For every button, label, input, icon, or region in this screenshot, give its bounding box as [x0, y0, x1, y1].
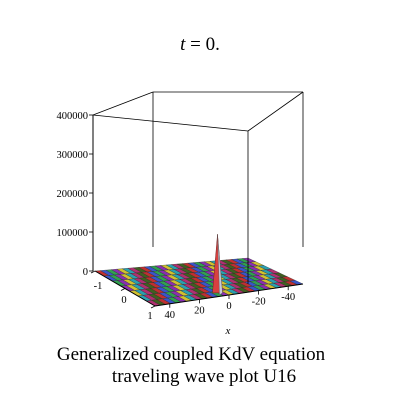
- z-tick-label: 100000: [57, 228, 89, 239]
- caption-line-1: Generalized coupled KdV equation: [56, 344, 326, 365]
- frame-edge: [247, 91, 304, 132]
- z-tick-label: 300000: [57, 150, 89, 161]
- axes: [89, 114, 304, 309]
- y-tick-label: 1: [147, 311, 152, 322]
- tick-labels: 400000 300000 200000 100000 0 -1 0 1 40 20 0 -20 -40: [57, 111, 296, 322]
- bounding-box-front: [92, 114, 249, 284]
- title-variable: t: [180, 34, 186, 55]
- chart-title: t = 0.: [0, 34, 400, 56]
- x-tick-label: 0: [226, 301, 231, 312]
- caption-line-2: traveling wave plot U16: [111, 366, 297, 387]
- y-tick-label: 0: [121, 295, 126, 306]
- bounding-box-back: [92, 91, 304, 247]
- y-tick-mark: [150, 305, 156, 309]
- x-tick-label: 40: [165, 310, 176, 321]
- frame-edge: [92, 91, 154, 116]
- z-tick-label: 200000: [57, 189, 89, 200]
- y-tick-mark: [120, 288, 126, 291]
- y-tick-label: -1: [94, 281, 103, 292]
- y-tick-mark: [90, 270, 96, 274]
- frame-edge: [92, 114, 249, 132]
- x-axis-label: x: [225, 325, 231, 337]
- x-tick-label: -20: [252, 297, 266, 308]
- title-equation: = 0.: [185, 34, 220, 55]
- x-tick-label: 20: [194, 305, 205, 316]
- soliton-peak: [212, 234, 223, 296]
- peak-side: [217, 234, 223, 296]
- x-tick-label: -40: [281, 292, 295, 303]
- z-tick-label: 0: [83, 267, 88, 278]
- z-tick-label: 400000: [57, 111, 89, 122]
